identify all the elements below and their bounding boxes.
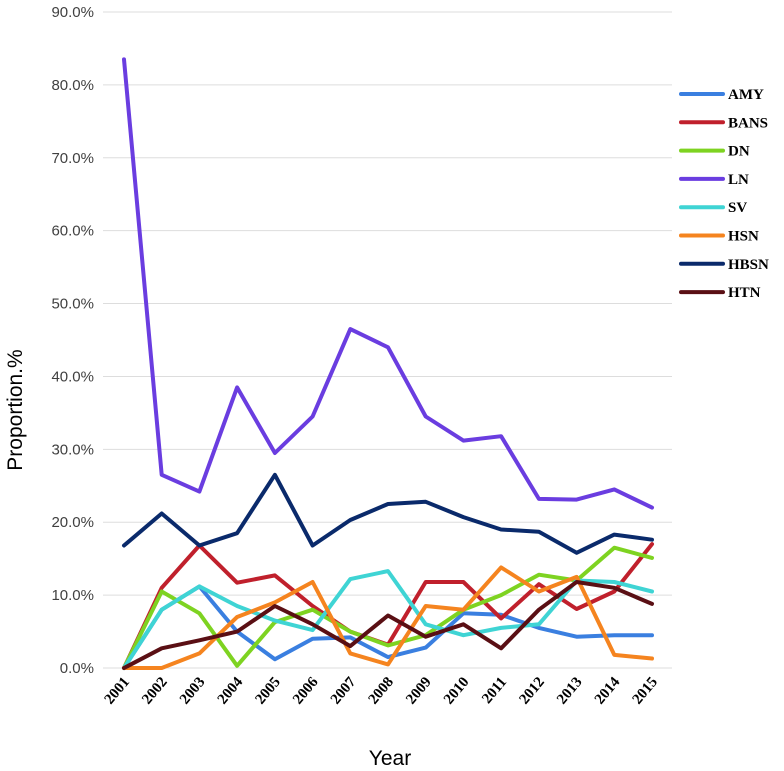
x-tick-label: 2002	[139, 674, 171, 707]
gridlines	[103, 11, 672, 669]
x-axis-ticks: 2001 2002 2003 2004 2005 2006 2007 2008 2009 2010…	[102, 674, 662, 708]
y-axis-ticks: 0.0% 10.0% 20.0% 30.0% 40.0% 50.0% 60.0% 70.0% 8…	[51, 4, 94, 677]
x-tick-label: 2006	[290, 674, 322, 708]
series-line-hbsn	[122, 472, 654, 555]
y-tick-label: 50.0%	[51, 296, 94, 313]
legend-label-hbsn: HBSN	[728, 257, 769, 273]
x-tick-label: 2005	[252, 674, 284, 707]
y-axis-title: Proportion.%	[4, 349, 27, 470]
x-axis-title: Year	[369, 747, 411, 770]
series-line-sv	[122, 569, 654, 670]
x-tick-label: 2011	[479, 674, 510, 707]
legend: AMY BANS DN LN SV HSN HBSN HTN	[679, 87, 769, 301]
x-tick-label: 2004	[215, 674, 247, 708]
legend-label-sv: SV	[728, 200, 747, 216]
x-tick-label: 2015	[630, 674, 662, 707]
y-tick-label: 90.0%	[51, 4, 94, 21]
series-line-htn	[122, 580, 654, 670]
x-tick-label: 2012	[516, 674, 548, 707]
series-line-hsn	[122, 565, 654, 670]
legend-label-htn: HTN	[728, 285, 761, 301]
x-tick-label: 2007	[328, 674, 360, 708]
series-lines	[122, 57, 654, 670]
y-tick-label: 10.0%	[51, 587, 94, 604]
y-tick-label: 20.0%	[51, 514, 94, 531]
y-tick-label: 80.0%	[51, 77, 94, 94]
x-tick-label: 2014	[592, 674, 624, 708]
series-line-amy	[122, 584, 654, 670]
y-tick-label: 70.0%	[51, 150, 94, 167]
x-tick-label: 2001	[102, 674, 134, 707]
legend-label-ln: LN	[728, 172, 749, 188]
legend-label-bans: BANS	[728, 115, 768, 131]
legend-label-dn: DN	[728, 144, 750, 160]
x-tick-label: 2008	[366, 674, 398, 707]
x-tick-label: 2003	[177, 674, 209, 707]
x-tick-label: 2009	[403, 674, 435, 707]
series-line-ln	[122, 57, 654, 510]
y-tick-label: 0.0%	[60, 660, 94, 677]
legend-label-hsn: HSN	[728, 229, 759, 245]
y-tick-label: 60.0%	[51, 223, 94, 240]
series-line-dn	[122, 545, 654, 670]
legend-label-amy: AMY	[728, 87, 764, 103]
x-tick-label: 2010	[441, 674, 473, 707]
y-tick-label: 30.0%	[51, 441, 94, 458]
x-tick-label: 2013	[554, 674, 586, 707]
y-tick-label: 40.0%	[51, 368, 94, 385]
